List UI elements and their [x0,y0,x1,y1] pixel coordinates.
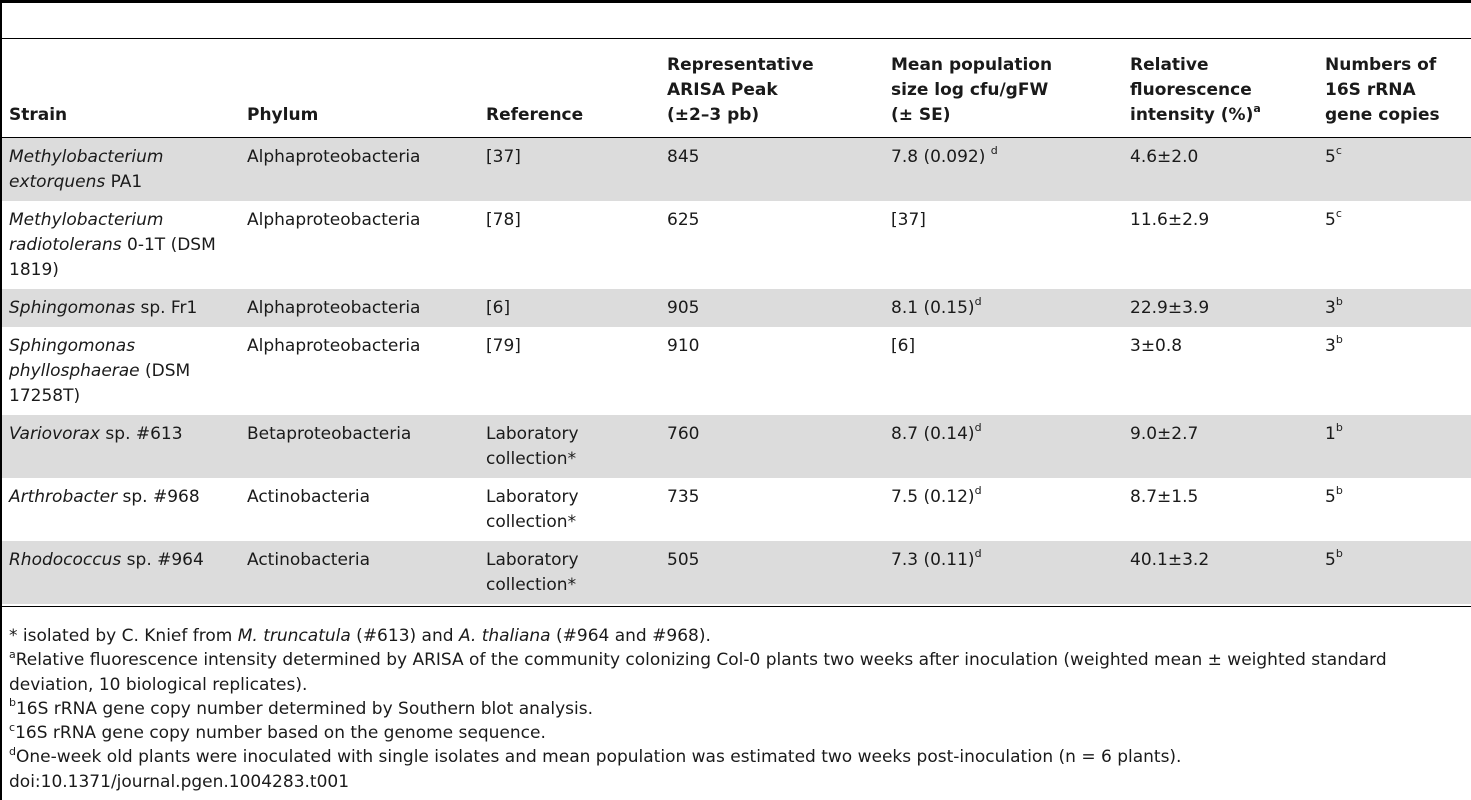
table-row: Sphingomonas sp. Fr1 Alphaproteobacteria… [2,289,1471,327]
cell-strain: Variovorax sp. #613 [2,415,240,478]
header-top-rule [0,38,1471,39]
table-row: Arthrobacter sp. #968 Actinobacteria Lab… [2,478,1471,541]
cell-population: 7.3 (0.11)d [884,541,1123,604]
cell-population: [6] [891,336,916,356]
cell-arisa: 845 [660,138,884,201]
cell-fluorescence: 9.0±2.7 [1123,415,1318,478]
cell-fluorescence: 40.1±3.2 [1123,541,1318,604]
cell-arisa: 910 [667,336,700,356]
cell-reference: [79] [486,336,521,356]
cell-reference: [37] [479,138,660,201]
cell-population: 8.1 (0.15)d [884,289,1123,327]
cell-reference: [6] [479,289,660,327]
col-header-strain: Strain [9,105,68,125]
cell-fluorescence: 22.9±3.9 [1123,289,1318,327]
cell-gene-copies: 5b [1325,484,1343,507]
table-footnotes: * isolated by C. Knief from M. truncatul… [9,624,1464,794]
col-header-population: Mean population size log cfu/gFW (± SE) [891,55,1053,125]
cell-gene-copies: 5c [1318,138,1471,201]
cell-gene-copies: 3b [1318,289,1471,327]
cell-arisa: 905 [660,289,884,327]
cell-reference: Laboratory collection* [479,415,660,478]
cell-gene-copies: 5c [1325,207,1342,230]
footnote-a: aRelative fluorescence intensity determi… [9,647,1387,695]
header-bottom-rule [0,137,1471,138]
cell-phylum: Alphaproteobacteria [247,210,421,230]
table-row: Methylobacterium extorquens PA1 Alphapro… [2,138,1471,201]
cell-population: 8.7 (0.14)d [884,415,1123,478]
table-row: Methylobacterium radiotolerans 0-1T (DSM… [2,201,1471,289]
cell-phylum: Actinobacteria [247,487,371,507]
header-row: Strain Phylum Reference Representative A… [2,39,1471,138]
cell-phylum: Alphaproteobacteria [240,289,479,327]
cell-phylum: Betaproteobacteria [240,415,479,478]
cell-population: [37] [891,210,926,230]
cell-population: 7.8 (0.092) d [884,138,1123,201]
cell-phylum: Alphaproteobacteria [240,138,479,201]
table-row: Variovorax sp. #613 Betaproteobacteria L… [2,415,1471,478]
cell-fluorescence: 11.6±2.9 [1130,210,1210,230]
cell-strain: Sphingomonas sp. Fr1 [2,289,240,327]
table-row: Sphingomonas phyllosphaerae (DSM 17258T)… [2,327,1471,415]
cell-fluorescence: 8.7±1.5 [1130,487,1199,507]
col-header-gene-copies: Numbers of 16S rRNA gene copies [1325,55,1440,125]
cell-strain: Methylobacterium extorquens PA1 [2,138,240,201]
cell-arisa: 625 [667,210,700,230]
cell-strain: Sphingomonas phyllosphaerae (DSM 17258T) [9,336,191,406]
cell-phylum: Alphaproteobacteria [247,336,421,356]
strain-table: Strain Phylum Reference Representative A… [2,39,1471,604]
col-header-fluorescence: Relative fluorescence intensity (%)a [1130,55,1261,125]
footnote-c: c16S rRNA gene copy number based on the … [9,720,546,744]
top-rule [0,0,1471,3]
cell-fluorescence: 3±0.8 [1130,336,1183,356]
footnote-b: b16S rRNA gene copy number determined by… [9,696,593,719]
cell-arisa: 735 [667,487,700,507]
cell-reference: Laboratory collection* [479,541,660,604]
table-bottom-rule [0,606,1471,607]
col-header-arisa: Representative ARISA Peak (±2–3 pb) [667,55,814,125]
cell-strain: Arthrobacter sp. #968 [9,487,200,507]
cell-arisa: 760 [660,415,884,478]
col-header-reference: Reference [486,105,584,125]
doi-link[interactable]: doi:10.1371/journal.pgen.1004283.t001 [9,771,350,792]
cell-gene-copies: 5b [1318,541,1471,604]
table-row: Rhodococcus sp. #964 Actinobacteria Labo… [2,541,1471,604]
col-header-phylum: Phylum [247,105,319,125]
footnote-d: dOne-week old plants were inoculated wit… [9,744,1182,768]
cell-strain: Methylobacterium radiotolerans 0-1T (DSM… [9,210,216,280]
cell-gene-copies: 3b [1325,333,1343,356]
cell-arisa: 505 [660,541,884,604]
cell-strain: Rhodococcus sp. #964 [2,541,240,604]
cell-phylum: Actinobacteria [240,541,479,604]
cell-population: 7.5 (0.12)d [891,484,982,507]
cell-fluorescence: 4.6±2.0 [1123,138,1318,201]
cell-reference: Laboratory collection* [486,487,579,532]
cell-reference: [78] [486,210,521,230]
footnote-star: * isolated by C. Knief from M. truncatul… [9,626,711,646]
cell-gene-copies: 1b [1318,415,1471,478]
